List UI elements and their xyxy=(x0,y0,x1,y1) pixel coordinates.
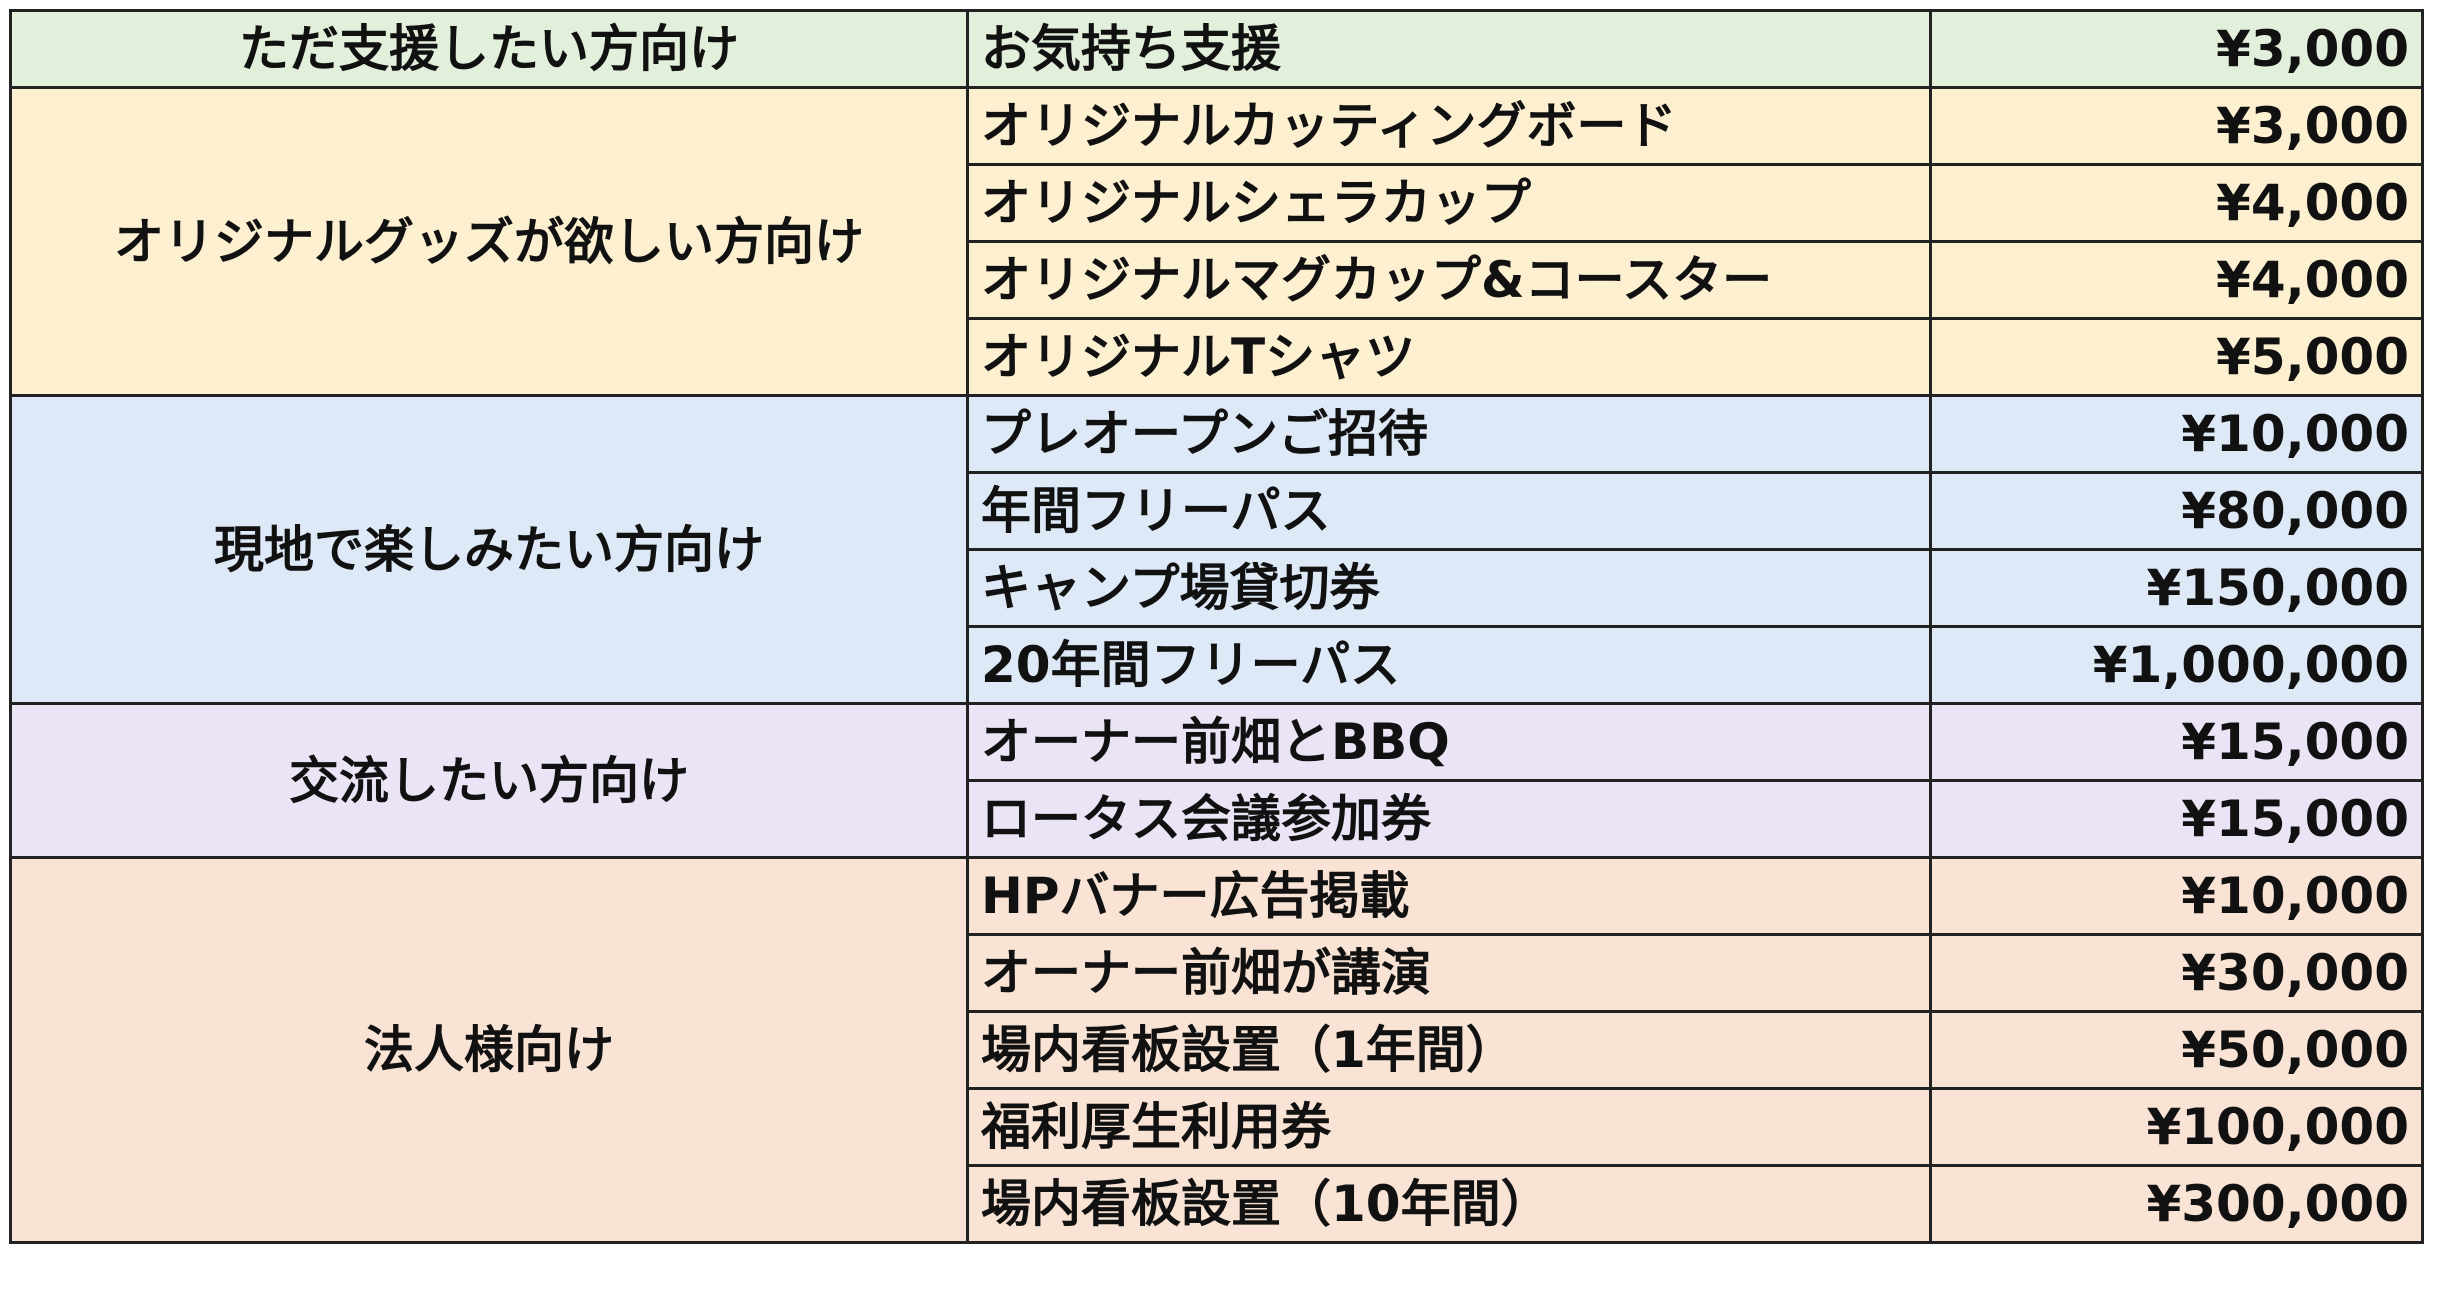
price-cell: ¥15,000 xyxy=(1929,779,2424,859)
item-name-cell: オリジナルカッティングボード xyxy=(966,86,1932,166)
category-cell: ただ支援したい方向け xyxy=(9,9,969,89)
reward-table: ただ支援したい方向け お気持ち支援 ¥3,000 オリジナルグッズが欲しい方向け オリジ… xyxy=(9,9,2424,1244)
item-name-cell: オーナー前畑とBBQ xyxy=(966,702,1932,782)
item-name-cell: 20年間フリーパス xyxy=(966,625,1932,705)
price-cell: ¥80,000 xyxy=(1929,471,2424,551)
price-cell: ¥50,000 xyxy=(1929,1010,2424,1090)
item-name-cell: HPバナー広告掲載 xyxy=(966,856,1932,936)
table-row: 交流したい方向け オーナー前畑とBBQ ¥15,000 xyxy=(9,702,2424,859)
item-name-cell: 場内看板設置（1年間） xyxy=(966,1010,1932,1090)
price-cell: ¥3,000 xyxy=(1929,86,2424,166)
price-cell: ¥150,000 xyxy=(1929,548,2424,628)
price-cell: ¥300,000 xyxy=(1929,1164,2424,1244)
table-row: オーナー前畑が講演 ¥30,000 xyxy=(10,933,2424,1013)
price-cell: ¥1,000,000 xyxy=(1929,625,2424,705)
price-cell: ¥15,000 xyxy=(1929,702,2424,782)
item-name-cell: オリジナルシェラカップ xyxy=(966,163,1932,243)
category-cell: 現地で楽しみたい方向け xyxy=(9,394,969,705)
price-cell: ¥5,000 xyxy=(1929,317,2424,397)
category-cell: 法人様向け xyxy=(9,856,969,1244)
item-name-cell: オリジナルTシャツ xyxy=(966,317,1932,397)
item-name-cell: オリジナルマグカップ&コースター xyxy=(966,240,1932,320)
category-cell: 交流したい方向け xyxy=(9,702,969,859)
item-name-cell: 年間フリーパス xyxy=(966,471,1932,551)
price-cell: ¥10,000 xyxy=(1929,856,2424,936)
table-row: オリジナルシェラカップ ¥4,000 xyxy=(10,163,2424,243)
price-cell: ¥30,000 xyxy=(1929,933,2424,1013)
price-cell: ¥4,000 xyxy=(1929,240,2424,320)
table-row: 現地で楽しみたい方向け プレオープンご招待 ¥10,000 xyxy=(9,394,2424,705)
table-row: 法人様向け HPバナー広告掲載 ¥10,000 xyxy=(9,856,2424,1244)
item-name-cell: 福利厚生利用券 xyxy=(966,1087,1932,1167)
item-name-cell: お気持ち支援 xyxy=(966,9,1932,89)
table-row: ただ支援したい方向け お気持ち支援 ¥3,000 xyxy=(9,9,2424,89)
item-name-cell: オーナー前畑が講演 xyxy=(966,933,1932,1013)
table-row: オリジナルグッズが欲しい方向け オリジナルカッティングボード ¥3,000 xyxy=(9,86,2424,397)
item-name-cell: 場内看板設置（10年間） xyxy=(966,1164,1932,1244)
price-cell: ¥3,000 xyxy=(1929,9,2424,89)
item-name-cell: プレオープンご招待 xyxy=(966,394,1932,474)
price-cell: ¥100,000 xyxy=(1929,1087,2424,1167)
table-row: オリジナルTシャツ ¥5,000 xyxy=(10,317,2424,397)
price-cell: ¥10,000 xyxy=(1929,394,2424,474)
price-cell: ¥4,000 xyxy=(1929,163,2424,243)
item-name-cell: ロータス会議参加券 xyxy=(966,779,1932,859)
category-cell: オリジナルグッズが欲しい方向け xyxy=(9,86,969,397)
item-name-cell: キャンプ場貸切券 xyxy=(966,548,1932,628)
